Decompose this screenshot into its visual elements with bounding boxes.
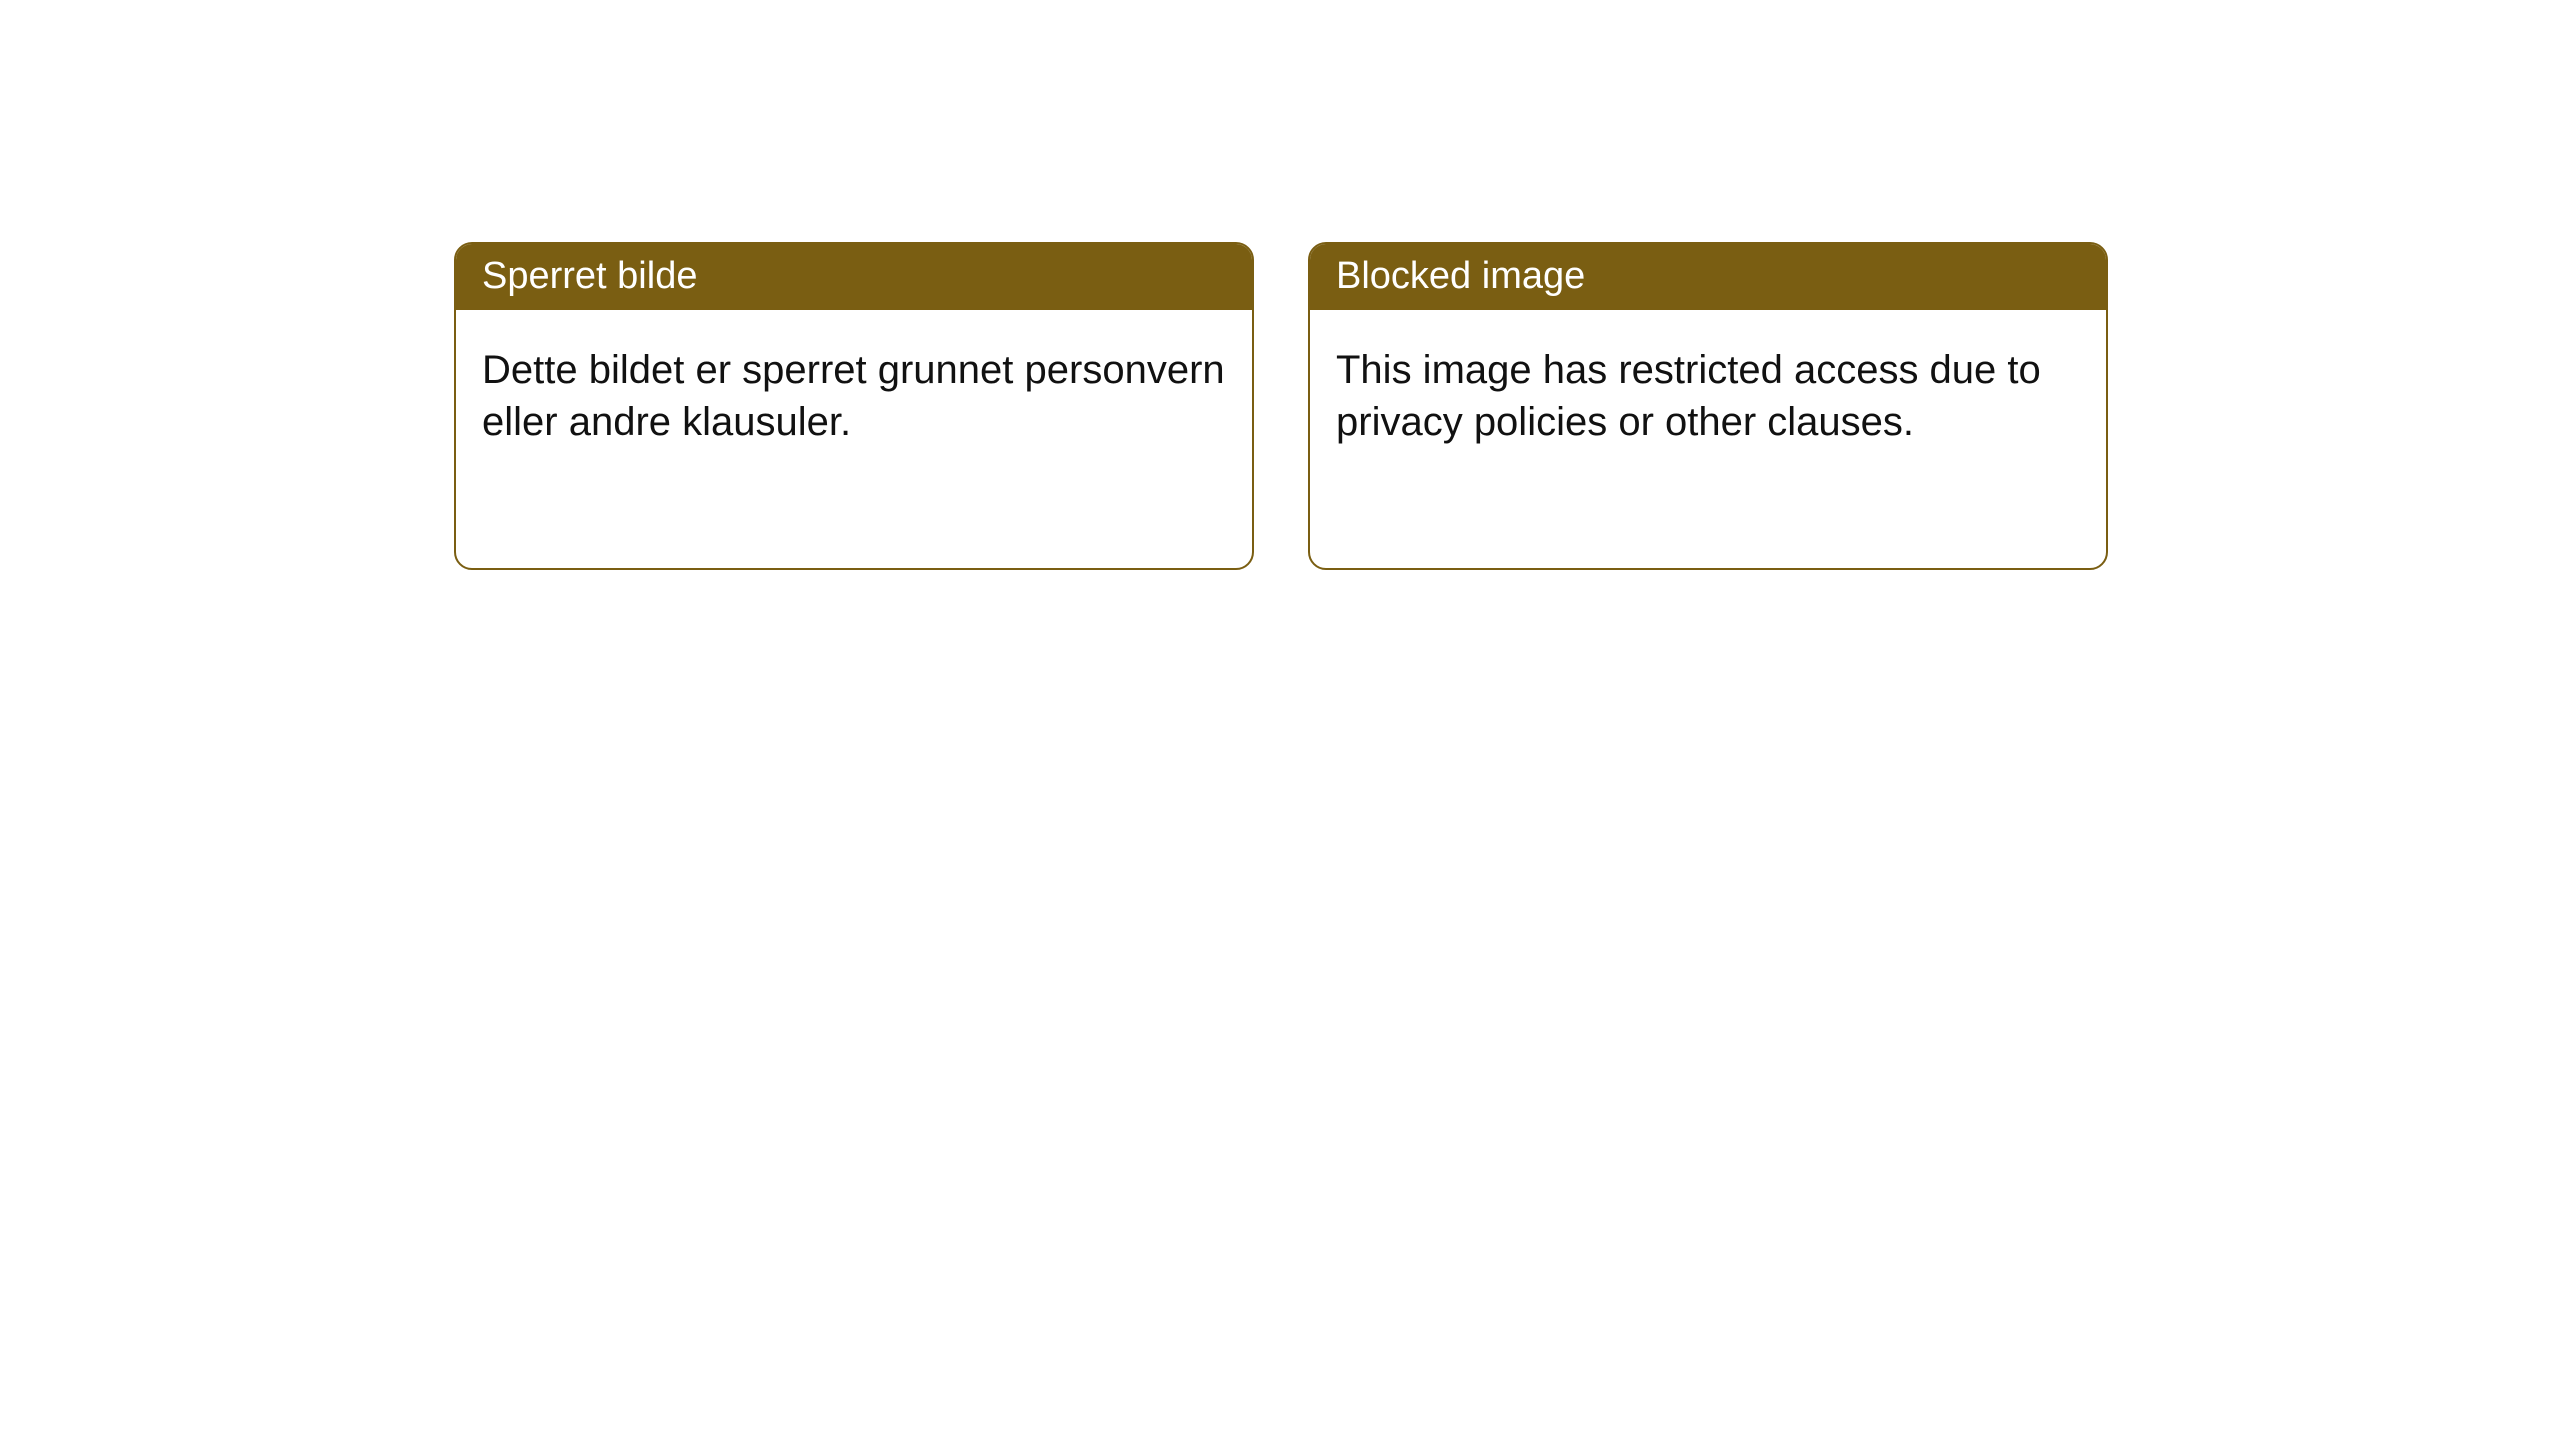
notice-header-no: Sperret bilde: [456, 244, 1252, 310]
notice-header-en: Blocked image: [1310, 244, 2106, 310]
notice-container: Sperret bilde Dette bildet er sperret gr…: [454, 242, 2108, 570]
notice-box-no: Sperret bilde Dette bildet er sperret gr…: [454, 242, 1254, 570]
notice-body-no: Dette bildet er sperret grunnet personve…: [456, 310, 1252, 474]
notice-body-en: This image has restricted access due to …: [1310, 310, 2106, 474]
notice-box-en: Blocked image This image has restricted …: [1308, 242, 2108, 570]
